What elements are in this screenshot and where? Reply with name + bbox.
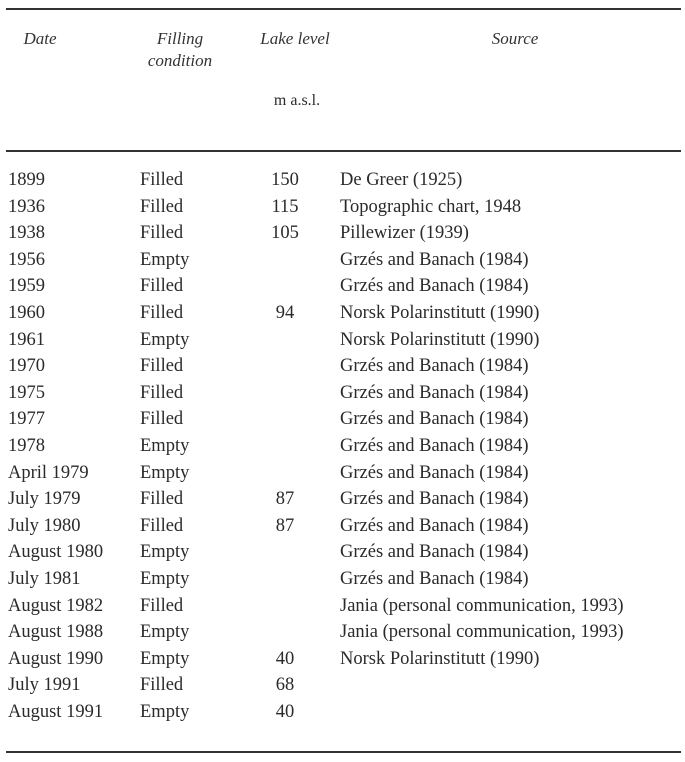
table-row: 1978 Empty Grzés and Banach (1984) (0, 433, 685, 459)
table-row: April 1979 Empty Grzés and Banach (1984) (0, 460, 685, 486)
cell-source: Grzés and Banach (1984) (340, 436, 529, 456)
cell-date: 1936 (8, 196, 45, 217)
table-row: 1938 Filled 105 Pillewizer (1939) (0, 220, 685, 246)
cell-date: 1938 (8, 223, 45, 244)
cell-filling: Filled (140, 675, 184, 696)
cell-date: April 1979 (8, 462, 89, 483)
top-rule (6, 8, 681, 10)
bottom-rule (6, 751, 681, 753)
cell-filling: Empty (140, 702, 190, 722)
cell-filling: Filled (140, 356, 184, 377)
table-row: 1977 Filled Grzés and Banach (1984) (0, 406, 685, 432)
table-row: 1960 Filled 94 Norsk Polarinstitutt (1990) (0, 300, 685, 326)
table-row: 1959 Filled Grzés and Banach (1984) (0, 273, 685, 299)
cell-filling: Empty (140, 622, 190, 643)
cell-date: 1978 (8, 436, 45, 456)
cell-filling: Empty (140, 249, 190, 270)
cell-filling: Filled (140, 196, 184, 217)
cell-date: 1970 (8, 356, 45, 377)
cell-source: Norsk Polarinstitutt (1990) (340, 303, 540, 323)
table-row: July 1979 Filled 87 Grzés and Banach (1984) (0, 486, 685, 512)
cell-date: 1977 (8, 409, 45, 430)
cell-filling: Filled (140, 223, 184, 244)
cell-date: July 1980 (8, 515, 81, 536)
table-row: July 1991 Filled 68 (0, 672, 685, 698)
table-row: 1970 Filled Grzés and Banach (1984) (0, 353, 685, 379)
header-rule (6, 150, 681, 152)
cell-level: 94 (275, 303, 295, 323)
cell-source: Pillewizer (1939) (340, 223, 469, 244)
cell-filling: Empty (140, 436, 190, 456)
cell-date: 1956 (8, 249, 45, 270)
cell-source: Grzés and Banach (1984) (340, 569, 529, 589)
cell-source: Grzés and Banach (1984) (340, 409, 529, 430)
cell-filling: Filled (140, 276, 184, 297)
header-date: Date (23, 29, 57, 48)
table-row: August 1982 Filled Jania (personal communi… (0, 593, 685, 619)
header-level: Lake level (260, 29, 330, 48)
cell-level: 115 (271, 196, 299, 217)
table-row: July 1980 Filled 87 Grzés and Banach (1984) (0, 513, 685, 539)
cell-date: 1960 (8, 303, 45, 323)
cell-filling: Filled (140, 409, 184, 430)
cell-level: 150 (271, 170, 299, 190)
table-row: 1961 Empty Norsk Polarinstitutt (1990) (0, 327, 685, 353)
table-row: 1975 Filled Grzés and Banach (1984) (0, 380, 685, 406)
cell-source: Grzés and Banach (1984) (340, 249, 529, 270)
table-row: August 1988 Empty Jania (personal communic… (0, 619, 685, 645)
cell-date: 1959 (8, 276, 45, 297)
cell-filling: Empty (140, 569, 190, 589)
cell-date: August 1990 (8, 648, 104, 669)
cell-source: Grzés and Banach (1984) (340, 489, 529, 510)
cell-date: July 1991 (8, 675, 81, 696)
cell-source: De Greer (1925) (340, 170, 463, 190)
cell-filling: Empty (140, 329, 190, 350)
table-row: August 1980 Empty Grzés and Banach (1984) (0, 539, 685, 565)
cell-source: Norsk Polarinstitutt (1990) (340, 329, 540, 350)
cell-date: August 1982 (8, 595, 104, 616)
table-row: 1936 Filled 115 Topographic chart, 1948 (0, 194, 685, 220)
cell-source: Grzés and Banach (1984) (340, 276, 529, 297)
cell-filling: Filled (140, 303, 184, 323)
cell-date: 1899 (8, 170, 45, 190)
cell-source: Grzés and Banach (1984) (340, 542, 529, 563)
cell-date: August 1988 (8, 622, 104, 643)
header-level-unit: m a.s.l. (273, 92, 321, 109)
cell-source: Grzés and Banach (1984) (340, 382, 529, 403)
table-row: 1899 Filled 150 De Greer (1925) (0, 167, 685, 193)
cell-level: 40 (275, 702, 295, 722)
table-row: August 1990 Empty 40 Norsk Polarinstitutt (… (0, 646, 685, 672)
header-source: Source (491, 29, 539, 48)
cell-source: Jania (personal communication, 1993) (340, 595, 624, 616)
table-row: July 1981 Empty Grzés and Banach (1984) (0, 566, 685, 592)
cell-date: August 1980 (8, 542, 104, 563)
cell-source: Grzés and Banach (1984) (340, 462, 529, 483)
table-row: 1956 Empty Grzés and Banach (1984) (0, 247, 685, 273)
cell-filling: Empty (140, 462, 190, 483)
cell-level: 105 (271, 223, 299, 244)
cell-date: July 1981 (8, 569, 81, 589)
cell-filling: Empty (140, 542, 190, 563)
cell-filling: Filled (140, 382, 184, 403)
cell-level: 87 (275, 489, 295, 510)
cell-source: Grzés and Banach (1984) (340, 356, 529, 377)
cell-date: 1975 (8, 382, 45, 403)
cell-filling: Empty (140, 648, 190, 669)
cell-source: Grzés and Banach (1984) (340, 515, 529, 536)
cell-date: 1961 (8, 329, 45, 350)
table-row: August 1991 Empty 40 (0, 699, 685, 725)
cell-date: August 1991 (8, 702, 104, 722)
cell-filling: Filled (140, 595, 184, 616)
cell-source: Topographic chart, 1948 (340, 196, 522, 217)
cell-filling: Filled (140, 489, 184, 510)
cell-level: 40 (275, 648, 295, 669)
cell-level: 68 (275, 675, 295, 696)
header-filling: Filling condition (147, 29, 213, 70)
cell-source: Jania (personal communication, 1993) (340, 622, 624, 643)
cell-date: July 1979 (8, 489, 81, 510)
cell-level: 87 (275, 515, 295, 536)
cell-filling: Filled (140, 170, 184, 190)
cell-filling: Filled (140, 515, 184, 536)
cell-source: Norsk Polarinstitutt (1990) (340, 648, 540, 669)
